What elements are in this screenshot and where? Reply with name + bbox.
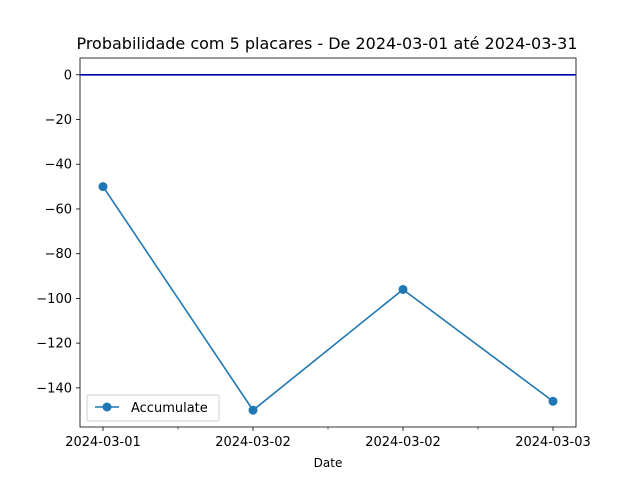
data-point <box>398 284 408 294</box>
chart-title: Probabilidade com 5 placares - De 2024-0… <box>76 34 577 53</box>
x-tick-label: 2024-03-02 <box>365 435 441 450</box>
x-axis-label: Date <box>314 456 343 470</box>
y-tick-label: −20 <box>45 113 72 128</box>
y-tick-label: −120 <box>36 337 72 352</box>
legend: Accumulate <box>86 394 220 422</box>
data-point <box>548 396 558 406</box>
series-line-accumulate <box>102 186 554 412</box>
y-tick-label: 0 <box>64 68 72 83</box>
y-tick-label: −100 <box>36 292 72 307</box>
data-point <box>248 405 258 415</box>
y-tick-label: −140 <box>36 381 72 396</box>
x-tick-label: 2024-03-03 <box>515 435 591 450</box>
y-tick-label: −60 <box>45 202 72 217</box>
x-tick-label: 2024-03-01 <box>65 435 141 450</box>
plot-area: 0 −20 −40 −60 −80 −100 −120 −140 2024-03-01 2024-… <box>36 57 591 450</box>
x-tick-label: 2024-03-02 <box>215 435 291 450</box>
legend-box <box>86 394 220 422</box>
data-point <box>98 182 108 192</box>
legend-label-accumulate: Accumulate <box>131 401 208 416</box>
legend-marker-swatch <box>102 402 112 412</box>
y-tick-label: −40 <box>45 158 72 173</box>
y-tick-label: −80 <box>45 247 72 262</box>
